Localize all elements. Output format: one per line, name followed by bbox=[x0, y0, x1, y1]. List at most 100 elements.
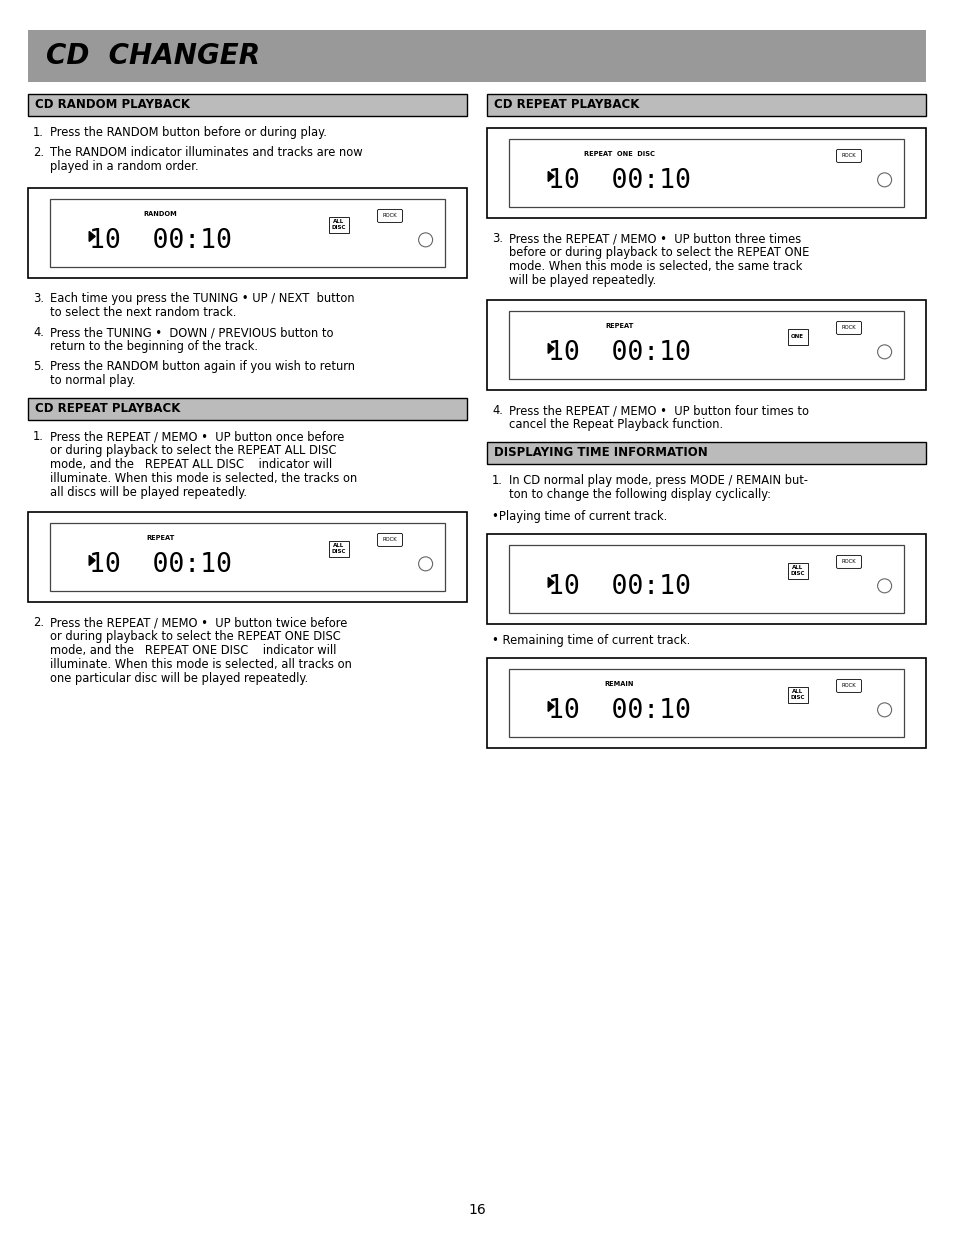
Text: 1.: 1. bbox=[492, 474, 502, 487]
Text: CD RANDOM PLAYBACK: CD RANDOM PLAYBACK bbox=[35, 99, 190, 111]
FancyBboxPatch shape bbox=[377, 534, 402, 546]
Text: ALL
DISC: ALL DISC bbox=[331, 543, 345, 555]
Text: one particular disc will be played repeatedly.: one particular disc will be played repea… bbox=[50, 672, 308, 685]
Text: return to the beginning of the track.: return to the beginning of the track. bbox=[50, 340, 257, 353]
Bar bbox=[508, 138, 903, 207]
Text: mode, and the   REPEAT ALL DISC    indicator will: mode, and the REPEAT ALL DISC indicator … bbox=[50, 458, 332, 471]
Text: 10  00:10: 10 00:10 bbox=[547, 340, 690, 367]
Text: ALL
DISC: ALL DISC bbox=[789, 689, 804, 700]
Text: 2.: 2. bbox=[33, 146, 44, 159]
Text: 4.: 4. bbox=[33, 326, 44, 338]
Text: ROCK: ROCK bbox=[841, 559, 856, 564]
Bar bbox=[508, 311, 903, 379]
Polygon shape bbox=[548, 172, 554, 182]
Bar bbox=[486, 658, 925, 748]
Text: to normal play.: to normal play. bbox=[50, 374, 135, 387]
Text: 1.: 1. bbox=[33, 126, 44, 140]
Text: ROCK: ROCK bbox=[841, 153, 856, 158]
Bar bbox=[508, 545, 903, 614]
Polygon shape bbox=[548, 578, 554, 588]
Text: will be played repeatedly.: will be played repeatedly. bbox=[509, 274, 656, 287]
Text: Press the REPEAT / MEMO •  UP button four times to: Press the REPEAT / MEMO • UP button four… bbox=[509, 404, 808, 417]
Polygon shape bbox=[89, 556, 95, 566]
Bar bbox=[486, 534, 925, 624]
FancyBboxPatch shape bbox=[836, 679, 861, 693]
Text: 3.: 3. bbox=[492, 232, 502, 245]
Polygon shape bbox=[89, 231, 95, 241]
Text: ALL
DISC: ALL DISC bbox=[331, 220, 345, 230]
Text: ton to change the following display cyclically:: ton to change the following display cycl… bbox=[509, 488, 770, 501]
Text: ROCK: ROCK bbox=[841, 683, 856, 688]
Bar bbox=[50, 522, 445, 592]
Text: Press the TUNING •  DOWN / PREVIOUS button to: Press the TUNING • DOWN / PREVIOUS butto… bbox=[50, 326, 334, 338]
Text: 10  00:10: 10 00:10 bbox=[547, 698, 690, 724]
Text: or during playback to select the REPEAT ONE DISC: or during playback to select the REPEAT … bbox=[50, 630, 340, 643]
Text: In CD normal play mode, press MODE / REMAIN but-: In CD normal play mode, press MODE / REM… bbox=[509, 474, 807, 487]
Text: CD REPEAT PLAYBACK: CD REPEAT PLAYBACK bbox=[494, 99, 639, 111]
Text: ROCK: ROCK bbox=[841, 325, 856, 331]
FancyBboxPatch shape bbox=[836, 556, 861, 568]
Text: 10  00:10: 10 00:10 bbox=[547, 168, 690, 194]
Text: played in a random order.: played in a random order. bbox=[50, 161, 198, 173]
Text: • Remaining time of current track.: • Remaining time of current track. bbox=[492, 634, 690, 647]
Bar bbox=[486, 128, 925, 219]
Text: 1.: 1. bbox=[33, 430, 44, 443]
Text: Each time you press the TUNING • UP / NEXT  button: Each time you press the TUNING • UP / NE… bbox=[50, 291, 355, 305]
Text: CD  CHANGER: CD CHANGER bbox=[46, 42, 260, 70]
Text: to select the next random track.: to select the next random track. bbox=[50, 306, 236, 319]
Bar bbox=[486, 442, 925, 464]
Text: mode, and the   REPEAT ONE DISC    indicator will: mode, and the REPEAT ONE DISC indicator … bbox=[50, 643, 336, 657]
Text: illuminate. When this mode is selected, all tracks on: illuminate. When this mode is selected, … bbox=[50, 658, 352, 671]
Bar bbox=[787, 329, 806, 345]
FancyBboxPatch shape bbox=[836, 321, 861, 335]
Text: 5.: 5. bbox=[33, 359, 44, 373]
Polygon shape bbox=[548, 343, 554, 353]
Bar bbox=[28, 30, 925, 82]
Text: CD REPEAT PLAYBACK: CD REPEAT PLAYBACK bbox=[35, 403, 180, 415]
Text: REMAIN: REMAIN bbox=[604, 680, 634, 687]
Bar bbox=[508, 669, 903, 737]
Bar bbox=[787, 563, 806, 579]
Text: ALL
DISC: ALL DISC bbox=[789, 566, 804, 577]
Text: The RANDOM indicator illuminates and tracks are now: The RANDOM indicator illuminates and tra… bbox=[50, 146, 362, 159]
FancyBboxPatch shape bbox=[377, 210, 402, 222]
Bar bbox=[328, 217, 348, 232]
Text: ROCK: ROCK bbox=[382, 537, 396, 542]
Text: Press the REPEAT / MEMO •  UP button once before: Press the REPEAT / MEMO • UP button once… bbox=[50, 430, 344, 443]
Text: 10  00:10: 10 00:10 bbox=[89, 552, 232, 578]
Text: mode. When this mode is selected, the same track: mode. When this mode is selected, the sa… bbox=[509, 261, 801, 273]
Text: 4.: 4. bbox=[492, 404, 502, 417]
Text: ROCK: ROCK bbox=[382, 214, 396, 219]
Bar bbox=[328, 541, 348, 557]
Bar bbox=[28, 94, 467, 116]
Text: Press the REPEAT / MEMO •  UP button twice before: Press the REPEAT / MEMO • UP button twic… bbox=[50, 616, 347, 629]
Text: REPEAT: REPEAT bbox=[604, 322, 633, 329]
Text: 3.: 3. bbox=[33, 291, 44, 305]
Text: all discs will be played repeatedly.: all discs will be played repeatedly. bbox=[50, 487, 247, 499]
Text: 10  00:10: 10 00:10 bbox=[547, 574, 690, 600]
Text: 16: 16 bbox=[468, 1203, 485, 1216]
Bar bbox=[28, 398, 467, 420]
Bar bbox=[50, 199, 445, 267]
Bar bbox=[486, 94, 925, 116]
Bar bbox=[787, 687, 806, 703]
Text: 2.: 2. bbox=[33, 616, 44, 629]
Text: DISPLAYING TIME INFORMATION: DISPLAYING TIME INFORMATION bbox=[494, 447, 707, 459]
Text: REPEAT  ONE  DISC: REPEAT ONE DISC bbox=[583, 151, 654, 157]
Text: Press the RANDOM button before or during play.: Press the RANDOM button before or during… bbox=[50, 126, 327, 140]
Bar bbox=[28, 513, 467, 601]
Text: 10  00:10: 10 00:10 bbox=[89, 228, 232, 254]
Text: or during playback to select the REPEAT ALL DISC: or during playback to select the REPEAT … bbox=[50, 445, 336, 457]
Text: ONE: ONE bbox=[790, 335, 803, 340]
Text: Press the REPEAT / MEMO •  UP button three times: Press the REPEAT / MEMO • UP button thre… bbox=[509, 232, 801, 245]
Text: before or during playback to select the REPEAT ONE: before or during playback to select the … bbox=[509, 246, 808, 259]
Text: Press the RANDOM button again if you wish to return: Press the RANDOM button again if you wis… bbox=[50, 359, 355, 373]
Text: cancel the Repeat Playback function.: cancel the Repeat Playback function. bbox=[509, 417, 722, 431]
Text: illuminate. When this mode is selected, the tracks on: illuminate. When this mode is selected, … bbox=[50, 472, 356, 485]
Text: REPEAT: REPEAT bbox=[146, 535, 174, 541]
Bar bbox=[28, 188, 467, 278]
Polygon shape bbox=[548, 701, 554, 711]
FancyBboxPatch shape bbox=[836, 149, 861, 162]
Bar bbox=[486, 300, 925, 390]
Text: •Playing time of current track.: •Playing time of current track. bbox=[492, 510, 666, 522]
